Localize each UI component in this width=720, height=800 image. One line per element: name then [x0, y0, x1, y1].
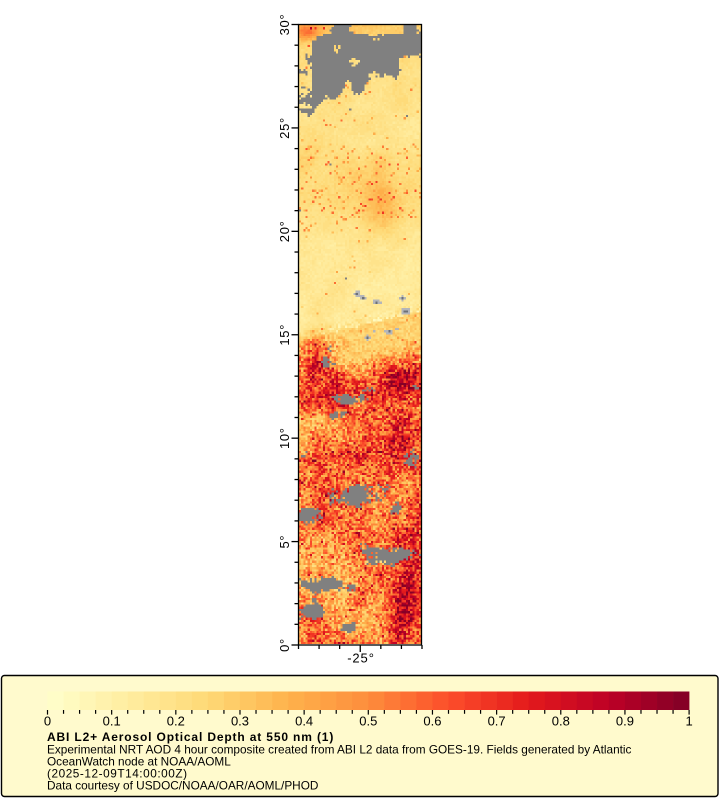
svg-text:5°: 5° [277, 535, 292, 549]
svg-text:1: 1 [685, 714, 692, 729]
svg-text:Experimental NRT AOD 4 hour co: Experimental NRT AOD 4 hour composite cr… [47, 743, 632, 757]
svg-text:10°: 10° [277, 427, 292, 449]
svg-text:0°: 0° [277, 638, 292, 652]
svg-text:-25°: -25° [347, 651, 375, 666]
svg-text:0.9: 0.9 [616, 714, 634, 729]
svg-text:ABI L2+ Aerosol Optical Depth: ABI L2+ Aerosol Optical Depth at 550 nm … [47, 730, 334, 744]
svg-text:0.4: 0.4 [295, 714, 313, 729]
svg-text:25°: 25° [277, 117, 292, 139]
svg-text:OceanWatch node at NOAA/AOML: OceanWatch node at NOAA/AOML [47, 755, 231, 769]
svg-text:0.6: 0.6 [423, 714, 441, 729]
svg-text:(2025-12-09T14:00:00Z): (2025-12-09T14:00:00Z) [47, 767, 188, 781]
svg-text:30°: 30° [277, 14, 292, 36]
svg-text:Data courtesy of USDOC/NOAA/OA: Data courtesy of USDOC/NOAA/OAR/AOML/PHO… [47, 779, 318, 793]
svg-text:0.3: 0.3 [231, 714, 249, 729]
svg-text:0.1: 0.1 [103, 714, 121, 729]
svg-text:20°: 20° [277, 220, 292, 242]
svg-text:0.2: 0.2 [167, 714, 185, 729]
svg-text:0: 0 [44, 714, 51, 729]
svg-text:15°: 15° [277, 324, 292, 346]
svg-text:0.5: 0.5 [359, 714, 377, 729]
svg-text:0.7: 0.7 [488, 714, 506, 729]
svg-text:0.8: 0.8 [552, 714, 570, 729]
